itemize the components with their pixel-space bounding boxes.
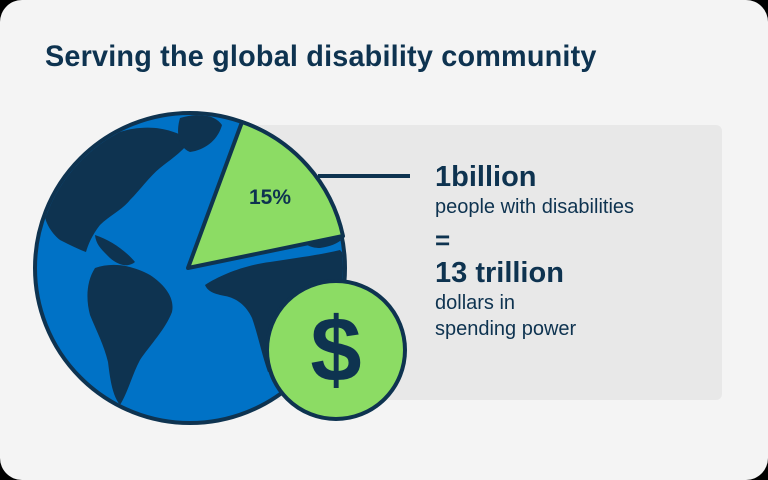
equals-sign: = — [435, 225, 451, 255]
spending-label-line1: dollars in — [435, 292, 516, 314]
percentage-label: 15% — [249, 186, 292, 209]
spending-label-line2: spending power — [435, 318, 577, 340]
spending-value: 13 trillion — [435, 257, 564, 289]
dollar-sign-icon: $ — [310, 299, 362, 401]
page-title: Serving the global disability community — [45, 40, 597, 73]
population-label: people with disabilities — [435, 196, 635, 218]
population-value: 1billion — [435, 161, 537, 193]
dollar-coin-icon — [265, 279, 407, 421]
stats-text: 1billion people with disabilities = 13 t… — [435, 160, 634, 342]
percentage-wedge — [186, 120, 345, 270]
